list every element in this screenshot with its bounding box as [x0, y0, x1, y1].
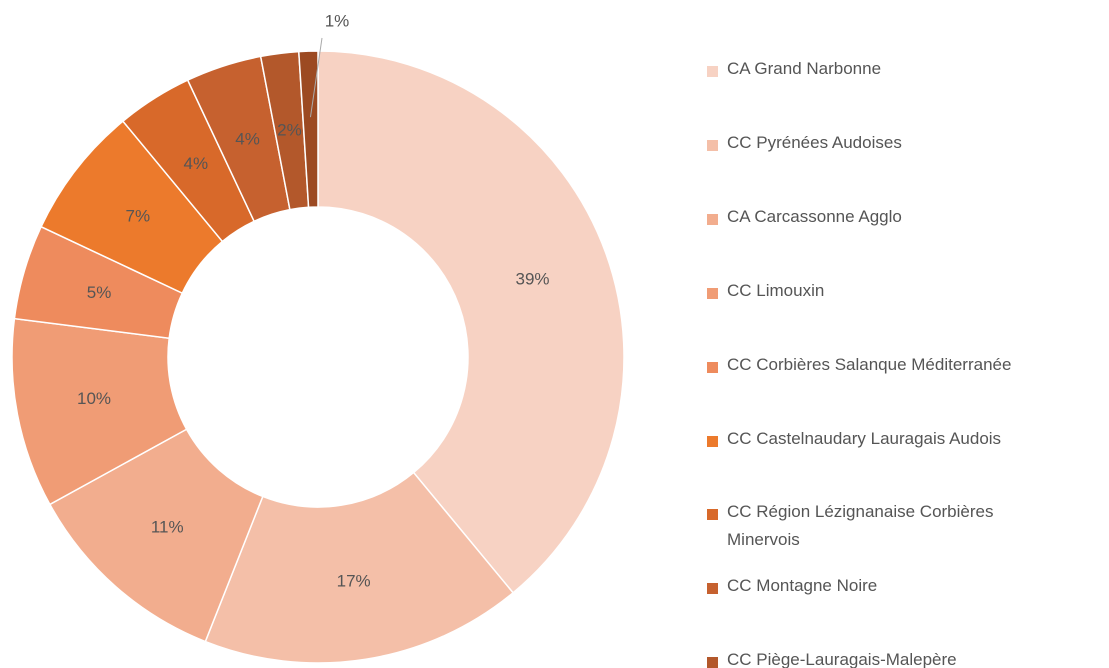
donut-area: 39% 17% 11% 10% 5% 7% 4% 4% 2% 1% — [11, 11, 625, 664]
legend-item: CC Piège-Lauragais-Malepère — [707, 650, 1067, 668]
legend-label: CC Piège-Lauragais-Malepère — [727, 650, 957, 668]
legend-swatch — [707, 657, 718, 668]
donut-slice — [297, 50, 319, 209]
data-label: 10% — [77, 389, 111, 408]
legend-item: CC Corbières Salanque Méditerranée — [707, 355, 1067, 379]
legend-item: CC Pyrénées Audoises — [707, 133, 1067, 157]
legend-label: CA Grand Narbonne — [727, 59, 882, 78]
legend-swatch — [707, 66, 718, 77]
leader-line — [309, 37, 323, 118]
data-label: 11% — [151, 518, 184, 537]
legend-item: CC Région Lézignanaise Corbières Minervo… — [707, 502, 1067, 554]
data-label: 4% — [235, 130, 260, 149]
data-label: 5% — [87, 283, 112, 302]
legend-label: CC Limouxin — [727, 280, 825, 300]
legend-label: CC Montagne Noire — [727, 576, 878, 596]
legend-swatch — [707, 361, 718, 373]
legend-item: CA Carcassonne Agglo — [707, 207, 1067, 231]
legend-label: CC Région Lézignanaise Corbières Minervo… — [727, 502, 994, 550]
legend-item: CC Limouxin — [707, 281, 1067, 305]
legend-label: CA Carcassonne Agglo — [727, 206, 902, 226]
legend-item: CC Montagne Noire — [707, 576, 1067, 600]
legend-swatch — [707, 435, 718, 447]
legend-swatch — [707, 583, 718, 595]
data-label: 7% — [126, 207, 151, 226]
legend-swatch — [707, 287, 718, 299]
legend-swatch — [707, 509, 718, 521]
data-label: 4% — [184, 154, 209, 173]
donut-slice — [317, 50, 625, 594]
legend-swatch — [707, 139, 718, 151]
legend-item: CA Grand Narbonne — [707, 59, 1067, 83]
data-label: 2% — [277, 120, 302, 139]
data-label: 39% — [516, 269, 550, 288]
legend-label: CC Pyrénées Audoises — [727, 132, 902, 152]
donut-slice — [204, 471, 515, 664]
legend-swatch — [707, 213, 718, 225]
legend-item: CC Castelnaudary Lauragais Audois — [707, 429, 1067, 453]
legend-label: CC Corbières Salanque Méditerranée — [727, 354, 1012, 374]
data-label: 1% — [325, 11, 350, 30]
data-label: 17% — [337, 572, 371, 591]
legend-label: CC Castelnaudary Lauragais Audois — [727, 428, 1002, 448]
